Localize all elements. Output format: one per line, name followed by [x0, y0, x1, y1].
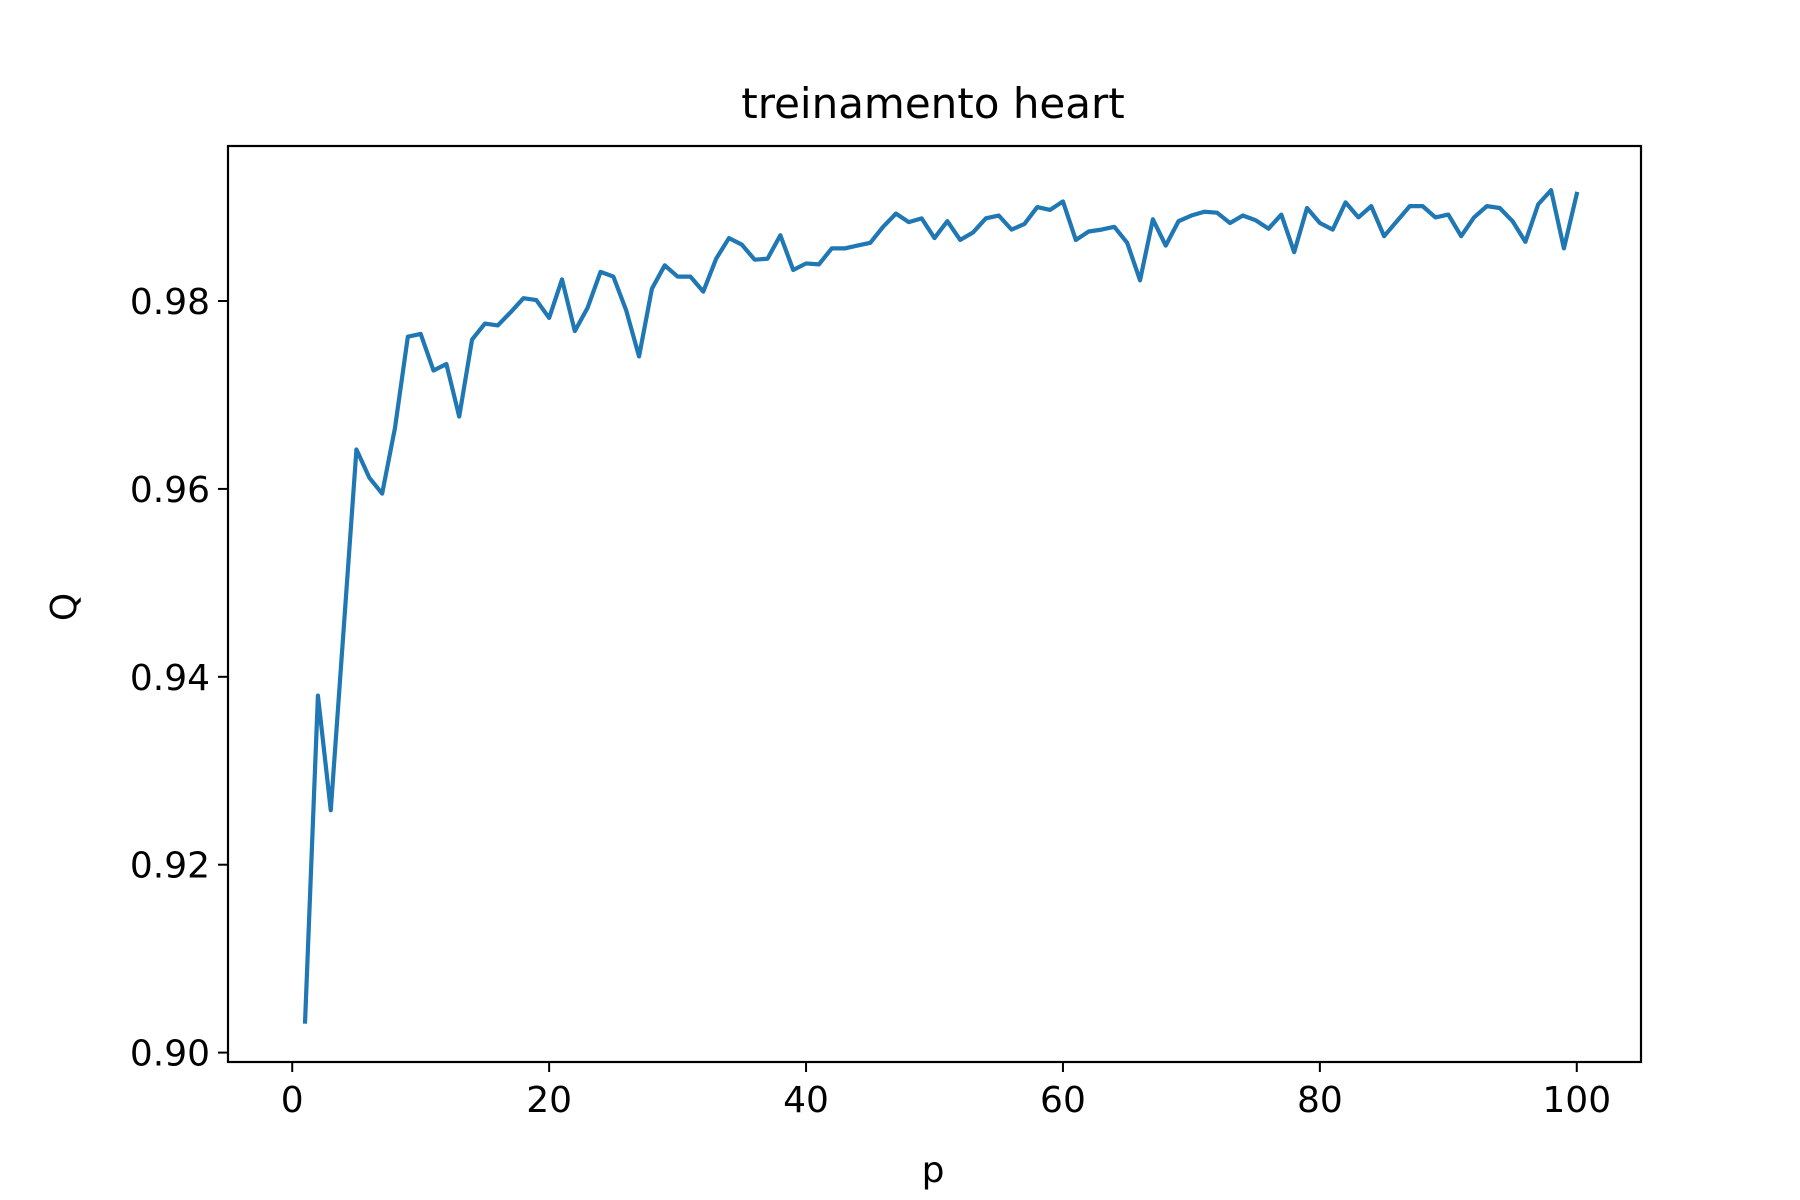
y-tick-label: 0.98	[130, 282, 210, 323]
y-tick-label: 0.92	[130, 846, 210, 887]
x-tick-label: 100	[1542, 1080, 1611, 1121]
y-tick-label: 0.90	[130, 1034, 210, 1075]
y-tick-label: 0.96	[130, 470, 210, 511]
x-tick-label: 20	[526, 1080, 572, 1121]
y-tick-label: 0.94	[130, 658, 210, 699]
chart-title: treinamento heart	[741, 79, 1125, 128]
y-axis-label: Q	[44, 593, 85, 621]
x-tick-label: 40	[783, 1080, 829, 1121]
x-tick-label: 80	[1297, 1080, 1343, 1121]
x-tick-label: 0	[281, 1080, 304, 1121]
x-tick-label: 60	[1040, 1080, 1086, 1121]
x-axis-label: p	[922, 1150, 945, 1191]
